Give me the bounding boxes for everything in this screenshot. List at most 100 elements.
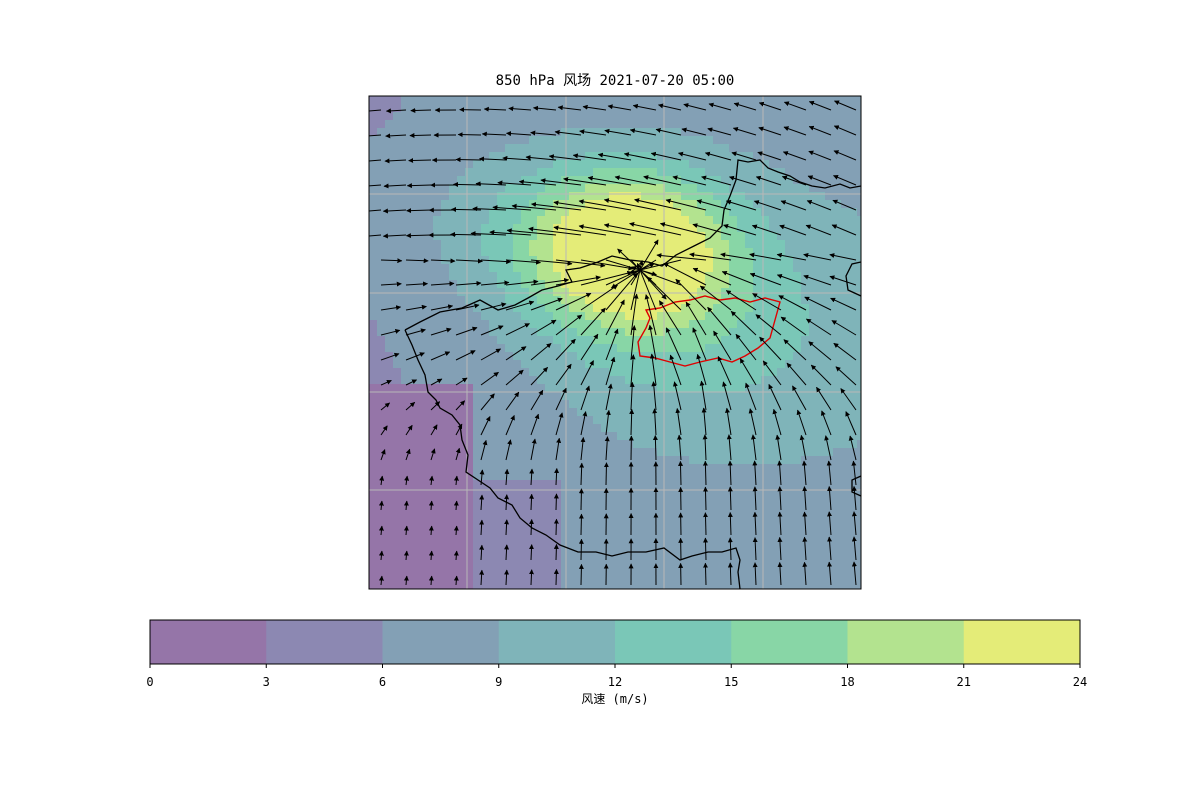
field-cell <box>705 544 714 553</box>
field-cell <box>857 104 861 113</box>
field-cell <box>401 336 410 345</box>
field-cell <box>561 160 570 169</box>
field-cell <box>505 576 514 585</box>
field-cell <box>553 192 562 201</box>
field-cell <box>513 384 522 393</box>
field-cell <box>777 368 786 377</box>
field-cell <box>745 488 754 497</box>
field-cell <box>753 456 762 465</box>
field-cell <box>793 168 802 177</box>
field-cell <box>377 544 386 553</box>
field-cell <box>809 272 818 281</box>
field-cell <box>545 128 554 137</box>
field-cell <box>409 464 418 473</box>
field-cell <box>625 176 634 185</box>
field-cell <box>473 448 482 457</box>
wind-arrow <box>696 353 707 386</box>
wind-arrow <box>827 511 833 536</box>
field-cell <box>593 112 602 121</box>
field-cell <box>521 344 530 353</box>
wind-arrow <box>410 107 432 113</box>
field-cell <box>817 456 826 465</box>
wind-arrow <box>455 303 480 311</box>
field-cell <box>713 200 722 209</box>
field-cell <box>513 448 522 457</box>
field-cell <box>857 208 861 217</box>
field-cell <box>617 240 626 249</box>
field-cell <box>833 120 842 129</box>
field-cell <box>433 304 442 313</box>
field-cell <box>617 408 626 417</box>
wind-arrow <box>405 304 427 311</box>
field-cell <box>577 160 586 169</box>
field-cell <box>593 280 602 289</box>
field-cell <box>857 160 861 169</box>
field-cell <box>857 128 861 137</box>
field-cell <box>561 480 570 489</box>
wind-arrow <box>578 513 584 536</box>
field-cell <box>537 472 546 481</box>
field-cell <box>593 448 602 457</box>
field-cell <box>833 488 842 497</box>
field-cell <box>601 320 610 329</box>
field-cell <box>785 104 794 113</box>
field-cell <box>537 152 546 161</box>
field-cell <box>625 280 634 289</box>
field-cell <box>785 528 794 537</box>
field-cell <box>673 456 682 465</box>
field-cell <box>497 320 506 329</box>
wind-arrow <box>554 129 582 136</box>
field-cell <box>753 440 762 449</box>
field-cell <box>673 120 682 129</box>
wind-arrow <box>699 380 707 411</box>
field-cell <box>425 128 434 137</box>
field-cell <box>465 496 474 505</box>
field-cell <box>753 400 762 409</box>
field-cell <box>777 328 786 337</box>
field-cell <box>385 376 394 385</box>
field-cell <box>681 312 690 321</box>
field-cell <box>393 504 402 513</box>
field-cell <box>857 376 861 385</box>
field-cell <box>409 152 418 161</box>
field-cell <box>425 384 434 393</box>
field-cell <box>753 304 762 313</box>
field-cell <box>697 552 706 561</box>
field-cell <box>817 144 826 153</box>
wind-arrow <box>455 423 463 436</box>
field-cell <box>817 160 826 169</box>
field-cell <box>689 264 698 273</box>
field-cell <box>793 200 802 209</box>
field-cell <box>673 208 682 217</box>
field-cell <box>577 392 586 401</box>
field-cell <box>433 560 442 569</box>
field-cell <box>401 376 410 385</box>
field-cell <box>721 320 730 329</box>
field-cell <box>705 424 714 433</box>
field-cell <box>633 408 642 417</box>
field-cell <box>497 552 506 561</box>
field-cell <box>601 240 610 249</box>
field-cell <box>641 128 650 137</box>
field-cell <box>713 416 722 425</box>
field-cell <box>433 144 442 153</box>
field-cell <box>425 392 434 401</box>
field-cell <box>465 248 474 257</box>
field-cell <box>553 424 562 433</box>
field-cell <box>801 352 810 361</box>
field-cell <box>521 368 530 377</box>
field-cell <box>849 512 858 521</box>
field-cell <box>585 528 594 537</box>
wind-arrow <box>827 486 833 511</box>
wind-arrow <box>796 409 807 436</box>
field-cell <box>689 152 698 161</box>
field-cell <box>817 264 826 273</box>
field-cell <box>841 144 850 153</box>
field-cell <box>473 544 482 553</box>
field-cell <box>521 144 530 153</box>
wind-arrow <box>533 105 557 111</box>
field-cell <box>489 312 498 321</box>
field-cell <box>617 112 626 121</box>
field-cell <box>481 536 490 545</box>
field-cell <box>617 320 626 329</box>
